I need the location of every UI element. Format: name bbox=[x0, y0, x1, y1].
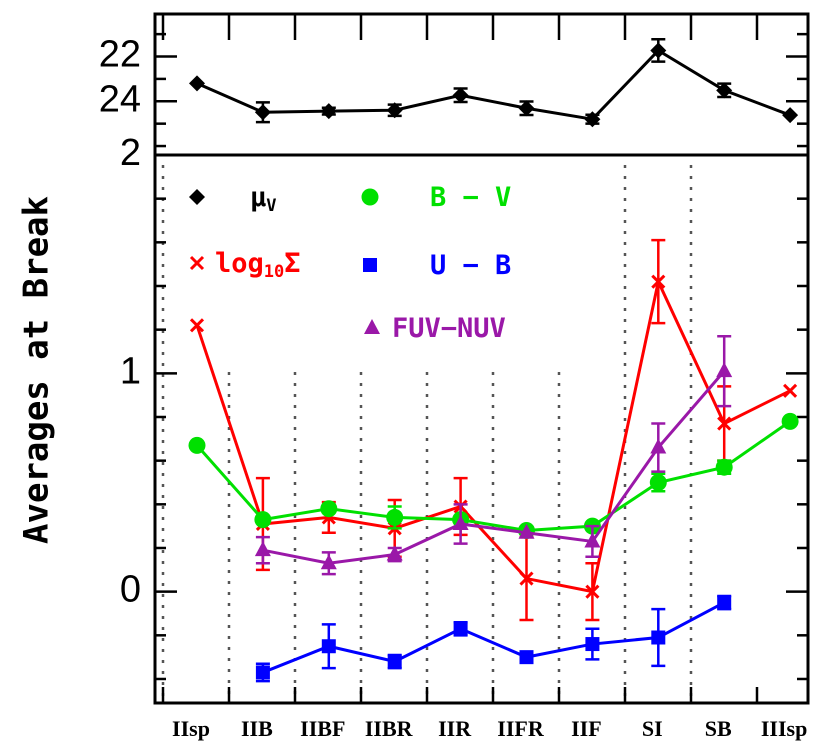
x-tick-label: IIB bbox=[241, 716, 273, 741]
legend-text: B − V bbox=[430, 182, 511, 213]
legend-text: V bbox=[266, 196, 276, 216]
marker bbox=[320, 103, 337, 120]
x-tick-label: IIsp bbox=[172, 716, 210, 741]
legend-label: B − V bbox=[430, 182, 511, 213]
legend-text: 10 bbox=[264, 262, 284, 282]
legend-marker bbox=[189, 189, 205, 205]
legend-item: B − V bbox=[361, 182, 511, 213]
x-tick-label: IIR bbox=[438, 716, 472, 741]
series bbox=[189, 38, 799, 128]
marker bbox=[189, 75, 205, 92]
marker bbox=[585, 584, 600, 599]
legend-text: U − B bbox=[430, 250, 511, 281]
legend-text: log bbox=[215, 248, 264, 279]
marker bbox=[782, 107, 799, 124]
marker bbox=[717, 595, 732, 610]
y-tick-label: 1 bbox=[120, 350, 141, 392]
marker bbox=[188, 436, 206, 454]
marker bbox=[452, 514, 469, 530]
legend-label: FUV−NUV bbox=[392, 313, 506, 344]
marker bbox=[321, 639, 336, 654]
x-tick-label: IIF bbox=[571, 716, 602, 741]
x-tick-label: SB bbox=[705, 716, 732, 741]
marker bbox=[716, 362, 733, 378]
legend-label: log10Σ bbox=[215, 248, 301, 282]
legend-marker bbox=[363, 258, 377, 272]
x-tick-label: IIIsp bbox=[761, 716, 807, 741]
marker bbox=[783, 383, 798, 398]
y-tick-label: 0 bbox=[120, 569, 141, 611]
marker bbox=[518, 100, 535, 117]
legend-item: log10Σ bbox=[189, 248, 301, 282]
marker bbox=[585, 637, 600, 652]
marker bbox=[584, 532, 601, 548]
legend-item: U − B bbox=[363, 250, 511, 281]
legend-item: FUV−NUV bbox=[364, 313, 506, 344]
series bbox=[189, 238, 798, 622]
series bbox=[255, 594, 732, 683]
marker bbox=[320, 554, 337, 570]
y-tick-label: 24 bbox=[99, 78, 141, 120]
legend-marker bbox=[189, 255, 205, 271]
marker bbox=[716, 82, 733, 99]
marker bbox=[453, 621, 468, 636]
y-tick-label: 2 bbox=[120, 132, 141, 174]
x-tick-label: IIBF bbox=[300, 716, 345, 741]
series-line bbox=[195, 276, 791, 594]
series bbox=[254, 334, 733, 576]
x-tick-label: SI bbox=[642, 716, 663, 741]
marker bbox=[584, 111, 601, 128]
legend-marker bbox=[364, 319, 380, 334]
marker bbox=[254, 541, 271, 557]
marker bbox=[452, 87, 469, 104]
legend-label: U − B bbox=[430, 250, 511, 281]
marker bbox=[254, 511, 272, 529]
marker bbox=[255, 665, 270, 680]
marker bbox=[715, 458, 733, 476]
x-tick-label: IIFR bbox=[497, 716, 545, 741]
series-line bbox=[195, 420, 791, 533]
series-line bbox=[262, 370, 726, 565]
legend-text: FUV−NUV bbox=[392, 313, 506, 344]
marker bbox=[320, 500, 338, 518]
legend-label: μV bbox=[250, 182, 277, 216]
marker bbox=[650, 438, 667, 454]
marker bbox=[717, 416, 732, 431]
series bbox=[188, 412, 799, 540]
legend-item: μV bbox=[189, 182, 277, 216]
legend-text: Σ bbox=[284, 248, 300, 279]
marker bbox=[386, 102, 403, 119]
marker bbox=[518, 523, 535, 539]
legend-text: μ bbox=[250, 182, 266, 213]
marker bbox=[651, 630, 666, 645]
marker bbox=[386, 508, 404, 526]
marker bbox=[781, 412, 799, 430]
y-tick-label: 22 bbox=[99, 34, 141, 76]
marker bbox=[254, 104, 271, 121]
panel-frame bbox=[153, 12, 810, 157]
marker bbox=[649, 473, 667, 491]
marker bbox=[386, 545, 403, 561]
marker bbox=[519, 650, 534, 665]
marker bbox=[189, 318, 205, 333]
series-line bbox=[196, 48, 791, 121]
series-line bbox=[262, 601, 725, 674]
legend-marker bbox=[361, 188, 379, 206]
marker bbox=[651, 274, 666, 289]
marker bbox=[519, 571, 534, 586]
panel-frame bbox=[153, 153, 810, 705]
y-axis-label: Averages at Break bbox=[17, 196, 57, 544]
marker bbox=[650, 42, 667, 59]
marker bbox=[387, 654, 402, 669]
x-tick-label: IIBR bbox=[365, 716, 414, 741]
